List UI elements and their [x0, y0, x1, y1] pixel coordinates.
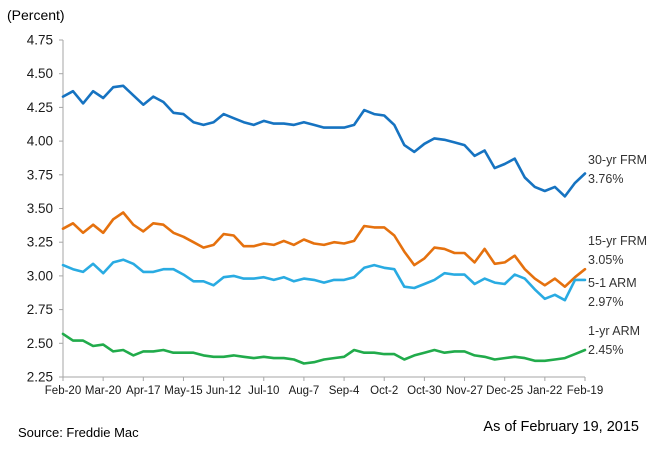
x-tick-label: Mar-20 — [85, 385, 121, 397]
y-tick-label: 3.00 — [27, 268, 53, 283]
y-tick-label: 3.50 — [27, 201, 53, 216]
as-of-date: As of February 19, 2015 — [483, 419, 639, 435]
x-tick-label: Oct-30 — [407, 385, 442, 397]
series-line-15-yr-frm — [61, 211, 587, 289]
series-name: 5-1 ARM — [588, 276, 637, 290]
series-line-5-1-arm — [61, 258, 587, 302]
y-tick-label: 3.25 — [27, 235, 53, 250]
series-line-1-yr-arm — [61, 332, 587, 365]
series-name: 15-yr FRM — [588, 234, 648, 248]
x-tick-label: Aug-7 — [289, 385, 320, 397]
x-tick-label: Jun-12 — [206, 385, 241, 397]
series-label-5-1-arm: 5-1 ARM 2.97% — [588, 274, 654, 312]
y-tick-label: 2.25 — [27, 370, 53, 385]
x-tick-label: Feb-20 — [45, 385, 81, 397]
y-tick-label: 4.00 — [27, 134, 53, 149]
series-end-value: 2.45% — [588, 343, 624, 357]
y-tick-label: 2.75 — [27, 302, 53, 317]
series-end-value: 2.97% — [588, 295, 624, 309]
axes — [62, 40, 585, 378]
x-tick-label: May-15 — [164, 385, 202, 397]
y-tick-label: 4.75 — [27, 33, 53, 48]
x-tick-label: Nov-27 — [446, 385, 483, 397]
series-name: 1-yr ARM — [588, 324, 641, 338]
x-tick-label: Sep-4 — [329, 385, 360, 397]
y-axis-ticks: 4.75 4.50 4.25 4.00 3.75 3.50 3.25 3.00 2.75 2.50… — [27, 33, 63, 385]
series-line-30-yr-frm — [61, 84, 587, 198]
x-tick-label: Jul-10 — [248, 385, 279, 397]
y-tick-label: 4.50 — [27, 66, 53, 81]
series-end-value: 3.76% — [588, 172, 624, 186]
series-label-30yr-frm: 30-yr FRM 3.76% — [588, 151, 654, 189]
series-label-15yr-frm: 15-yr FRM 3.05% — [588, 232, 654, 270]
x-tick-label: Jan-22 — [527, 385, 562, 397]
x-axis-ticks: Feb-20 Mar-20 Apr-17 May-15 Jun-12 Jul-10 Aug-… — [45, 377, 603, 397]
series-name: 30-yr FRM — [588, 153, 648, 167]
x-tick-label: Apr-17 — [126, 385, 161, 397]
y-tick-label: 3.75 — [27, 167, 53, 182]
x-tick-label: Dec-25 — [486, 385, 523, 397]
series-end-value: 3.05% — [588, 253, 624, 267]
y-tick-label: 4.25 — [27, 100, 53, 115]
series-label-1yr-arm: 1-yr ARM 2.45% — [588, 322, 654, 360]
x-tick-label: Oct-2 — [370, 385, 398, 397]
x-tick-label: Feb-19 — [567, 385, 603, 397]
y-axis-unit-label: (Percent) — [7, 7, 65, 23]
y-tick-label: 2.50 — [27, 336, 53, 351]
source-note: Source: Freddie Mac — [18, 425, 139, 440]
